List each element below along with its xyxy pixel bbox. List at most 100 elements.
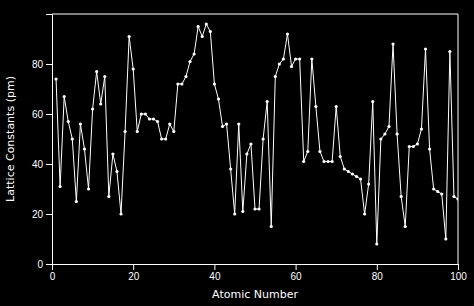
point [412, 145, 415, 148]
point [144, 112, 147, 115]
point [237, 122, 240, 125]
point [404, 225, 407, 228]
chart: 0 20 40 60 80 100 0 20 40 60 80 Atomic Number Lattic… [0, 0, 474, 306]
point [188, 60, 191, 63]
point [432, 187, 435, 190]
point [396, 132, 399, 135]
point [322, 160, 325, 163]
frame-line [52, 14, 458, 15]
point [87, 187, 90, 190]
point [306, 150, 309, 153]
point [172, 130, 175, 133]
axis-line [53, 265, 459, 271]
tick-mark [214, 264, 215, 270]
tick: 40 [32, 159, 52, 170]
point [176, 82, 179, 85]
point [225, 122, 228, 125]
point [115, 170, 118, 173]
point [359, 177, 362, 180]
point [302, 160, 305, 163]
point [119, 212, 122, 215]
point [67, 120, 70, 123]
point [152, 117, 155, 120]
point [282, 57, 285, 60]
x-axis: 0 20 40 60 80 100 [50, 264, 468, 282]
y-axis: 0 20 40 60 80 [32, 15, 53, 270]
tick-label: 100 [450, 271, 467, 282]
tick-label: 40 [209, 271, 221, 282]
axis-line [46, 15, 53, 265]
point [375, 242, 378, 245]
tick-mark [46, 64, 52, 65]
tick: 0 [37, 259, 52, 270]
point [440, 192, 443, 195]
marks [54, 22, 458, 245]
point [95, 70, 98, 73]
point [132, 67, 135, 70]
tick: 80 [32, 59, 52, 70]
tick-label: 0 [37, 259, 43, 270]
point [286, 32, 289, 35]
point [59, 185, 62, 188]
point [140, 112, 143, 115]
point [448, 50, 451, 53]
point [314, 105, 317, 108]
point [156, 120, 159, 123]
tick-mark [133, 264, 134, 270]
point [351, 172, 354, 175]
tick-mark [458, 264, 459, 270]
tick-label: 80 [372, 271, 384, 282]
point [331, 160, 334, 163]
point [363, 212, 366, 215]
point [233, 212, 236, 215]
point [339, 155, 342, 158]
point [184, 75, 187, 78]
point [318, 150, 321, 153]
point [326, 160, 329, 163]
x-axis-title: Atomic Number [212, 288, 298, 301]
point [111, 152, 114, 155]
point [164, 137, 167, 140]
point [221, 125, 224, 128]
point [355, 175, 358, 178]
tick-label: 40 [32, 159, 44, 170]
tick: 20 [128, 264, 140, 282]
tick: 60 [291, 264, 303, 282]
tick: 40 [209, 264, 221, 282]
y-axis-title: Lattice Constants (pm) [4, 76, 17, 202]
point [294, 57, 297, 60]
point [391, 42, 394, 45]
frame-line [458, 14, 459, 264]
point [436, 190, 439, 193]
point [128, 35, 131, 38]
tick-mark [46, 164, 52, 165]
point [270, 225, 273, 228]
point [205, 22, 208, 25]
tick-label: 20 [32, 209, 44, 220]
point [444, 237, 447, 240]
tick-mark [46, 114, 52, 115]
point [249, 142, 252, 145]
tick-mark [377, 264, 378, 270]
point [63, 95, 66, 98]
tick-label: 60 [291, 271, 303, 282]
point [310, 57, 313, 60]
tick-label: 0 [50, 271, 56, 282]
point [298, 57, 301, 60]
tick: 0 [50, 264, 56, 282]
line [56, 24, 458, 244]
point [148, 117, 151, 120]
point [400, 195, 403, 198]
point [387, 125, 390, 128]
point [180, 82, 183, 85]
tick-label: 60 [32, 109, 44, 120]
point [274, 75, 277, 78]
point [241, 210, 244, 213]
tick-mark [296, 264, 297, 270]
point [213, 82, 216, 85]
point [456, 197, 458, 200]
point [99, 102, 102, 105]
point [343, 167, 346, 170]
tick: 80 [372, 264, 384, 282]
tick-mark [46, 264, 52, 265]
